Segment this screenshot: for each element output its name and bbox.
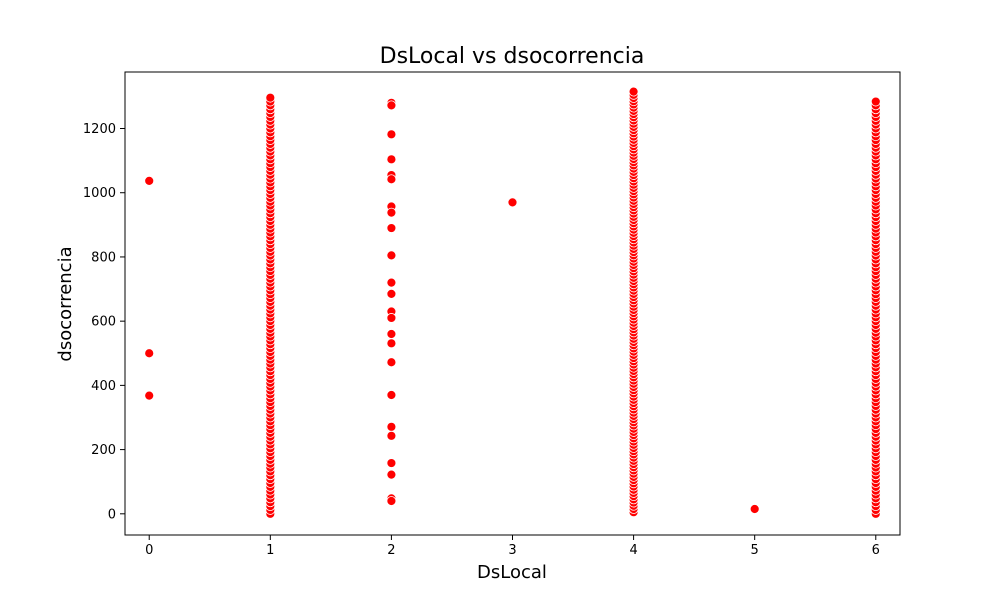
data-point (386, 496, 397, 506)
points-layer (144, 86, 881, 519)
data-point (386, 100, 397, 111)
plot-frame (124, 71, 901, 536)
y-tick-label: 1000 (83, 186, 116, 201)
data-point (386, 458, 397, 468)
data-point (870, 96, 881, 107)
data-point (386, 277, 397, 288)
x-axis-ticks: 0 1 2 3 4 5 6 (145, 535, 880, 558)
data-point (144, 390, 155, 401)
x-tick-label: 3 (508, 543, 516, 558)
data-point (386, 223, 397, 233)
data-point (386, 421, 397, 432)
chart-title: DsLocal vs dsocorrencia (380, 44, 645, 69)
data-point (265, 92, 276, 103)
data-point (386, 338, 397, 349)
x-tick-label: 1 (266, 543, 274, 558)
data-point (386, 430, 397, 441)
y-axis-label: dsocorrencia (55, 246, 76, 361)
y-tick-label: 800 (91, 250, 116, 265)
x-tick-label: 2 (387, 543, 395, 558)
data-point (386, 129, 397, 140)
x-tick-label: 5 (751, 543, 759, 558)
data-point (507, 197, 518, 208)
data-point (144, 175, 155, 186)
y-tick-label: 1200 (83, 122, 116, 137)
y-tick-label: 200 (91, 443, 116, 458)
data-point (386, 207, 397, 218)
y-tick-label: 400 (91, 379, 116, 394)
data-point (144, 348, 155, 359)
x-tick-label: 4 (629, 543, 637, 558)
data-point (749, 504, 760, 514)
data-point (386, 174, 397, 185)
y-tick-label: 0 (108, 507, 116, 522)
y-tick-label: 600 (91, 315, 116, 330)
data-point (386, 313, 397, 323)
data-point (386, 329, 397, 339)
data-point (386, 469, 397, 480)
data-point (386, 154, 397, 165)
x-axis-label: DsLocal (477, 562, 547, 583)
data-point (386, 390, 397, 400)
data-point (386, 288, 397, 299)
x-tick-label: 0 (145, 543, 153, 558)
x-tick-label: 6 (872, 543, 880, 558)
data-point (386, 357, 397, 368)
y-axis-ticks: 0 200 400 600 800 1000 1200 (83, 122, 125, 522)
data-point (628, 86, 639, 97)
data-point (386, 250, 397, 261)
